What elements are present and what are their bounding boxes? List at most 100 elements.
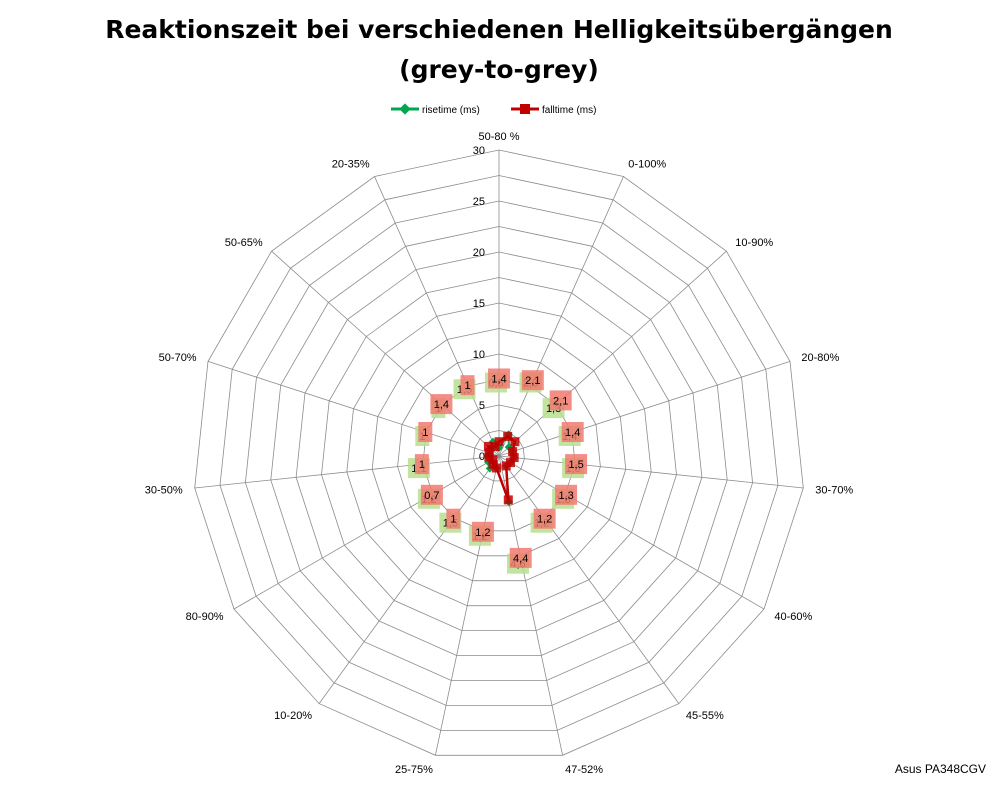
grid-ring <box>473 430 525 482</box>
falltime-point <box>483 441 493 451</box>
data-label-bg <box>471 521 494 542</box>
data-label: 1,2 <box>537 514 552 526</box>
category-label: 25-75% <box>395 764 433 776</box>
grid-spoke <box>318 455 500 704</box>
grid-ring <box>397 353 601 557</box>
falltime-point <box>501 461 511 471</box>
grid-spoke <box>374 176 500 457</box>
data-label-bg <box>488 368 510 389</box>
data-label: 1 <box>450 514 456 526</box>
legend-item-risetime: risetime (ms) <box>391 103 480 116</box>
grid-spoke <box>498 455 765 610</box>
data-label-bg <box>418 422 433 442</box>
data-label-bg <box>521 370 544 391</box>
data-series <box>483 430 520 507</box>
grid-ring <box>194 149 804 756</box>
grid-spoke <box>498 361 791 457</box>
grid-ring <box>244 200 754 706</box>
grid-ring <box>346 302 652 607</box>
category-label: 20-80% <box>801 352 839 364</box>
data-label-bg <box>565 454 588 475</box>
data-label: 1,3 <box>558 490 573 502</box>
tick-label: 0 <box>479 451 485 463</box>
category-label: 47-52% <box>565 764 603 776</box>
legend: risetime (ms) falltime (ms) <box>391 103 596 116</box>
data-label: 1 <box>422 427 428 439</box>
category-label: 50-80 % <box>479 131 520 143</box>
falltime-point <box>494 437 504 447</box>
chart-title-line1: Reaktionszeit bei verschiedenen Helligke… <box>105 15 893 44</box>
data-label-bg <box>533 508 556 529</box>
data-label: 1,2 <box>475 527 490 539</box>
category-labels: 50-80 % 0-100% 10-90% 20-80% 30-70% 40-60% 45-… <box>145 131 854 776</box>
data-label-bg <box>555 484 578 505</box>
grid-ring <box>295 251 703 656</box>
category-label: 10-90% <box>735 237 773 249</box>
data-label: 1,4 <box>491 374 506 386</box>
data-labels: 0,82,31,31,41,51,31,24,61,21,51,21,1111,… <box>407 368 588 574</box>
grid-ring <box>219 175 779 731</box>
radial-ticks: 0 5 10 15 20 25 30 <box>473 145 485 463</box>
data-label-bg <box>549 390 572 411</box>
category-label: 80-90% <box>186 611 224 623</box>
data-label-bg <box>561 422 584 442</box>
data-label-bg <box>446 508 461 529</box>
category-label: 30-70% <box>815 484 853 496</box>
falltime-point <box>488 459 498 469</box>
grid-ring <box>270 226 728 681</box>
falltime-point <box>484 448 494 458</box>
tick-label: 25 <box>473 196 485 208</box>
falltime-point <box>503 495 513 505</box>
category-label: 45-55% <box>686 710 724 722</box>
data-label-bg <box>430 394 453 415</box>
falltime-point <box>508 447 518 457</box>
data-label: 2,1 <box>525 375 540 387</box>
grid-spoke <box>498 176 624 457</box>
data-label-bg <box>414 454 429 475</box>
grid-spoke <box>498 250 727 457</box>
legend-item-falltime: falltime (ms) <box>511 104 596 116</box>
category-label: 10-20% <box>274 710 312 722</box>
grid-spoke <box>271 250 500 457</box>
data-label: 1,5 <box>568 459 583 471</box>
grid-ring <box>321 277 677 631</box>
data-label: 1 <box>419 459 425 471</box>
data-label-bg <box>420 484 443 505</box>
tick-label: 20 <box>473 247 485 259</box>
legend-label-falltime: falltime (ms) <box>542 105 596 116</box>
category-label: 40-60% <box>774 611 812 623</box>
monitor-model-label: Asus PA348CGV <box>895 762 986 776</box>
grid-spoke <box>498 455 563 756</box>
data-label: 1 <box>464 380 470 392</box>
grid-ring <box>422 379 576 532</box>
data-label: 4,4 <box>513 553 528 565</box>
chart-title-line2: (grey-to-grey) <box>399 55 599 84</box>
grid-spoke <box>498 455 804 489</box>
tick-label: 5 <box>479 400 485 412</box>
grid-ring <box>371 328 627 582</box>
category-label: 30-50% <box>145 484 183 496</box>
category-label: 50-65% <box>225 237 263 249</box>
falltime-point <box>503 431 513 441</box>
grid-spoke <box>233 455 500 610</box>
legend-marker-falltime <box>520 104 530 114</box>
grid-spoke <box>207 361 500 457</box>
data-label: 1,4 <box>565 427 580 439</box>
grid-spoke <box>435 455 500 756</box>
category-label: 0-100% <box>628 159 666 171</box>
falltime-point <box>510 437 520 447</box>
legend-marker-risetime <box>399 103 411 115</box>
data-label-bg <box>460 375 475 396</box>
grid-spoke <box>194 455 500 489</box>
tick-label: 15 <box>473 298 485 310</box>
tick-label: 10 <box>473 349 485 361</box>
legend-label-risetime: risetime (ms) <box>422 105 480 116</box>
data-label: 0,7 <box>424 490 439 502</box>
falltime-point <box>509 453 519 463</box>
falltime-point <box>490 442 500 452</box>
radar-grid <box>194 149 804 756</box>
data-label: 1,4 <box>434 399 449 411</box>
grid-spoke <box>498 455 680 704</box>
data-label: 2,1 <box>553 395 568 407</box>
